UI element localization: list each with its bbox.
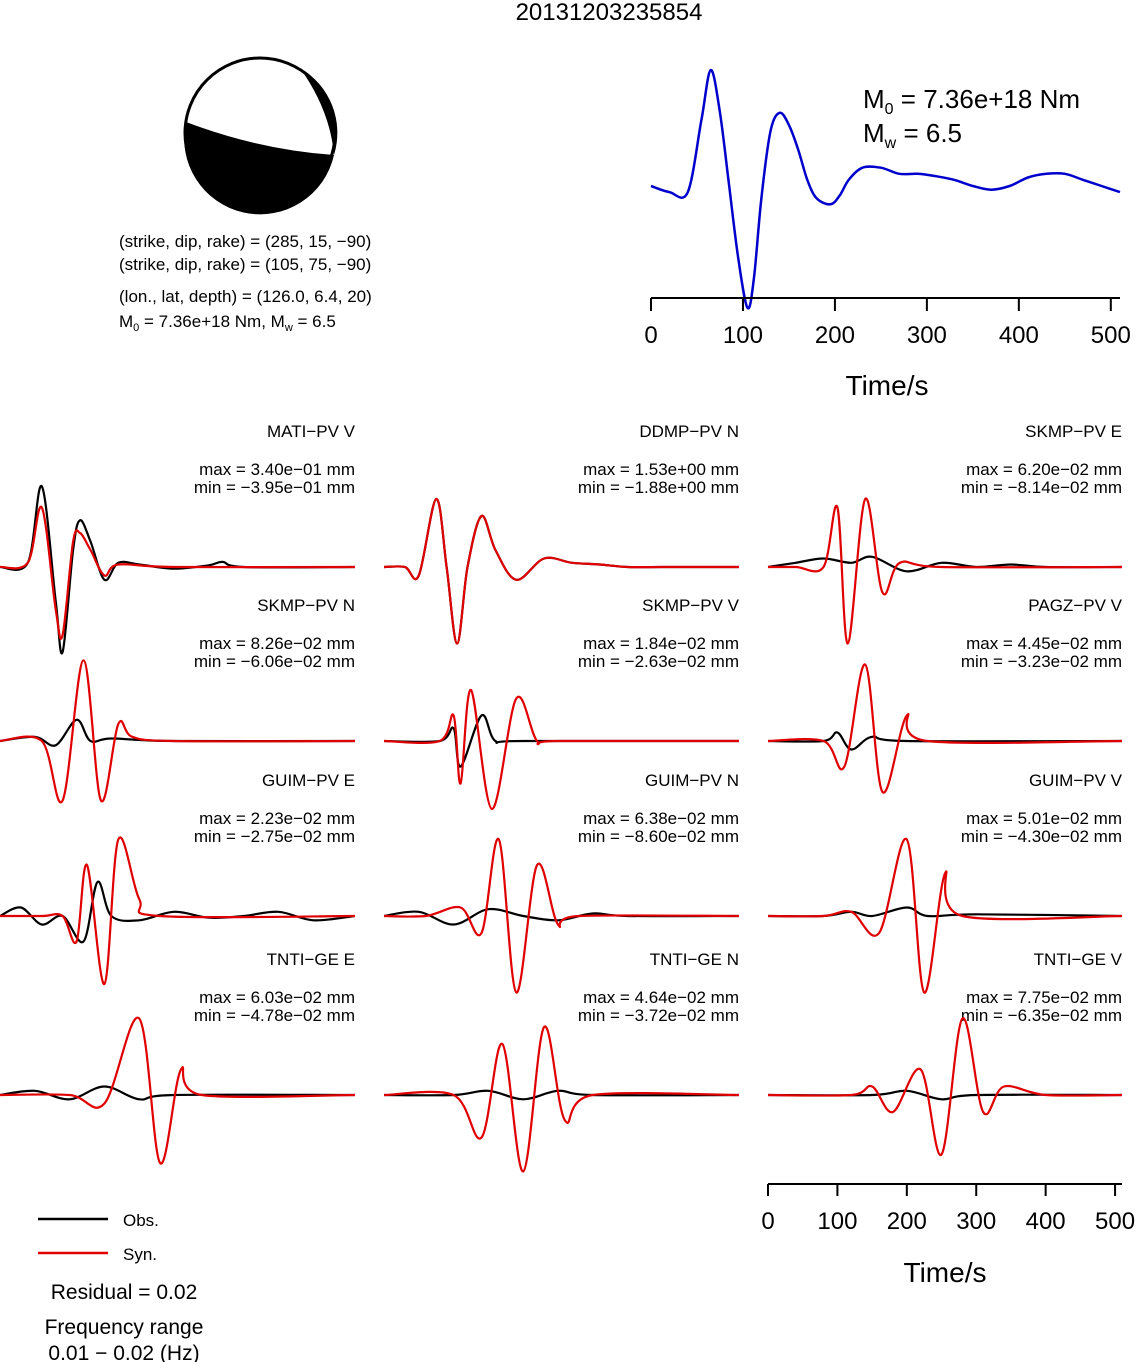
panel-max-label: max = 8.26e−02 mm — [199, 634, 355, 653]
panel-min-label: min = −4.30e−02 mm — [961, 827, 1122, 846]
synthetic-waveform — [767, 663, 1123, 794]
panel-station-label: GUIM−PV V — [1029, 771, 1123, 790]
synthetic-waveform — [383, 688, 739, 811]
panel-min-label: min = −8.60e−02 mm — [578, 827, 739, 846]
panel-max-label: max = 3.40e−01 mm — [199, 460, 355, 479]
stf-x-tick-label: 100 — [723, 322, 763, 349]
frequency-range-value: 0.01 − 0.02 (Hz) — [48, 1342, 199, 1362]
panel-max-label: max = 1.53e+00 mm — [583, 460, 739, 479]
panel-max-label: max = 1.84e−02 mm — [583, 634, 739, 653]
panel-min-label: min = −8.14e−02 mm — [961, 478, 1122, 497]
panel-station-label: MATI−PV V — [267, 422, 356, 441]
stf-x-tick-label: 500 — [1091, 322, 1131, 349]
legend: Obs. Syn. — [38, 1211, 159, 1264]
observed-waveform — [767, 555, 1123, 573]
stf-mw-label: Mw = 6.5 — [863, 118, 962, 152]
waveform-axis-tick-label: 300 — [956, 1208, 996, 1235]
waveform-time-axis: 0 100 200 300 400 500 — [761, 1183, 1135, 1235]
panel-station-label: GUIM−PV N — [645, 771, 739, 790]
panel-min-label: min = −2.63e−02 mm — [578, 652, 739, 671]
panel-min-label: min = −3.95e−01 mm — [194, 478, 355, 497]
waveform-axis-tick-label: 500 — [1095, 1208, 1135, 1235]
event-moment: M0 = 7.36e+18 Nm, Mw = 6.5 — [119, 312, 336, 334]
panel-max-label: max = 4.64e−02 mm — [583, 988, 739, 1007]
synthetic-waveform — [0, 836, 356, 986]
panel-station-label: SKMP−PV E — [1025, 422, 1122, 441]
panel-station-label: TNTI−GE N — [650, 950, 739, 969]
stf-x-tick-label: 200 — [815, 322, 855, 349]
figure-title: 20131203235854 — [516, 0, 703, 26]
observed-waveform — [0, 1085, 356, 1101]
synthetic-waveform — [767, 1017, 1123, 1156]
legend-obs-label: Obs. — [123, 1211, 159, 1230]
synthetic-waveform — [0, 505, 356, 640]
observed-waveform — [767, 906, 1123, 918]
panel-min-label: min = −3.23e−02 mm — [961, 652, 1122, 671]
panel-max-label: max = 7.75e−02 mm — [966, 988, 1122, 1007]
stf-m0-label: M0 = 7.36e+18 Nm — [863, 84, 1080, 118]
stf-x-tick-label: 300 — [907, 322, 947, 349]
synthetic-waveform — [0, 1016, 356, 1165]
nodal-plane-2: (strike, dip, rake) = (105, 75, −90) — [119, 255, 371, 274]
synthetic-waveform — [383, 1025, 740, 1173]
panel-max-label: max = 6.38e−02 mm — [583, 809, 739, 828]
residual-value: Residual = 0.02 — [51, 1281, 198, 1304]
synthetic-waveform — [383, 838, 740, 994]
panel-max-label: max = 2.23e−02 mm — [199, 809, 355, 828]
panel-station-label: GUIM−PV E — [262, 771, 355, 790]
frequency-range-title: Frequency range — [45, 1316, 204, 1339]
stf-series-line — [650, 68, 1121, 310]
panel-min-label: min = −1.88e+00 mm — [578, 478, 739, 497]
observed-waveform — [0, 880, 356, 944]
stf-x-tick-label: 0 — [644, 322, 657, 349]
panel-station-label: SKMP−PV V — [642, 596, 740, 615]
panel-min-label: min = −3.72e−02 mm — [578, 1006, 739, 1025]
panel-station-label: PAGZ−PV V — [1028, 596, 1122, 615]
panel-max-label: max = 5.01e−02 mm — [966, 809, 1122, 828]
waveform-axis-tick-label: 400 — [1026, 1208, 1066, 1235]
panel-station-label: DDMP−PV N — [639, 422, 739, 441]
nodal-plane-1: (strike, dip, rake) = (285, 15, −90) — [119, 232, 371, 251]
panel-min-label: min = −4.78e−02 mm — [194, 1006, 355, 1025]
waveform-axis-tick-label: 0 — [761, 1208, 774, 1235]
observed-waveform — [383, 497, 739, 645]
source-time-function-plot: 0 100 200 300 400 500 — [644, 68, 1131, 349]
synthetic-waveform — [383, 497, 739, 645]
waveform-axis-tick-label: 200 — [887, 1208, 927, 1235]
synthetic-waveform — [768, 497, 1123, 645]
panel-max-label: max = 6.20e−02 mm — [966, 460, 1122, 479]
synthetic-waveform — [0, 659, 356, 804]
panel-min-label: min = −6.06e−02 mm — [194, 652, 355, 671]
waveform-axis-tick-label: 100 — [817, 1208, 857, 1235]
panel-min-label: min = −6.35e−02 mm — [961, 1006, 1122, 1025]
legend-syn-label: Syn. — [123, 1245, 157, 1264]
waveform-x-axis-label: Time/s — [904, 1257, 987, 1288]
panel-min-label: min = −2.75e−02 mm — [194, 827, 355, 846]
event-location: (lon., lat, depth) = (126.0, 6.4, 20) — [119, 287, 372, 306]
panel-station-label: SKMP−PV N — [257, 596, 355, 615]
focal-mechanism-beachball — [183, 56, 338, 215]
synthetic-waveform — [767, 838, 1123, 994]
stf-x-tick-label: 400 — [999, 322, 1039, 349]
panel-max-label: max = 6.03e−02 mm — [199, 988, 355, 1007]
panel-station-label: TNTI−GE V — [1034, 950, 1123, 969]
panel-station-label: TNTI−GE E — [267, 950, 355, 969]
observed-waveform — [0, 485, 356, 655]
stf-x-axis-label: Time/s — [846, 370, 929, 401]
panel-max-label: max = 4.45e−02 mm — [966, 634, 1122, 653]
